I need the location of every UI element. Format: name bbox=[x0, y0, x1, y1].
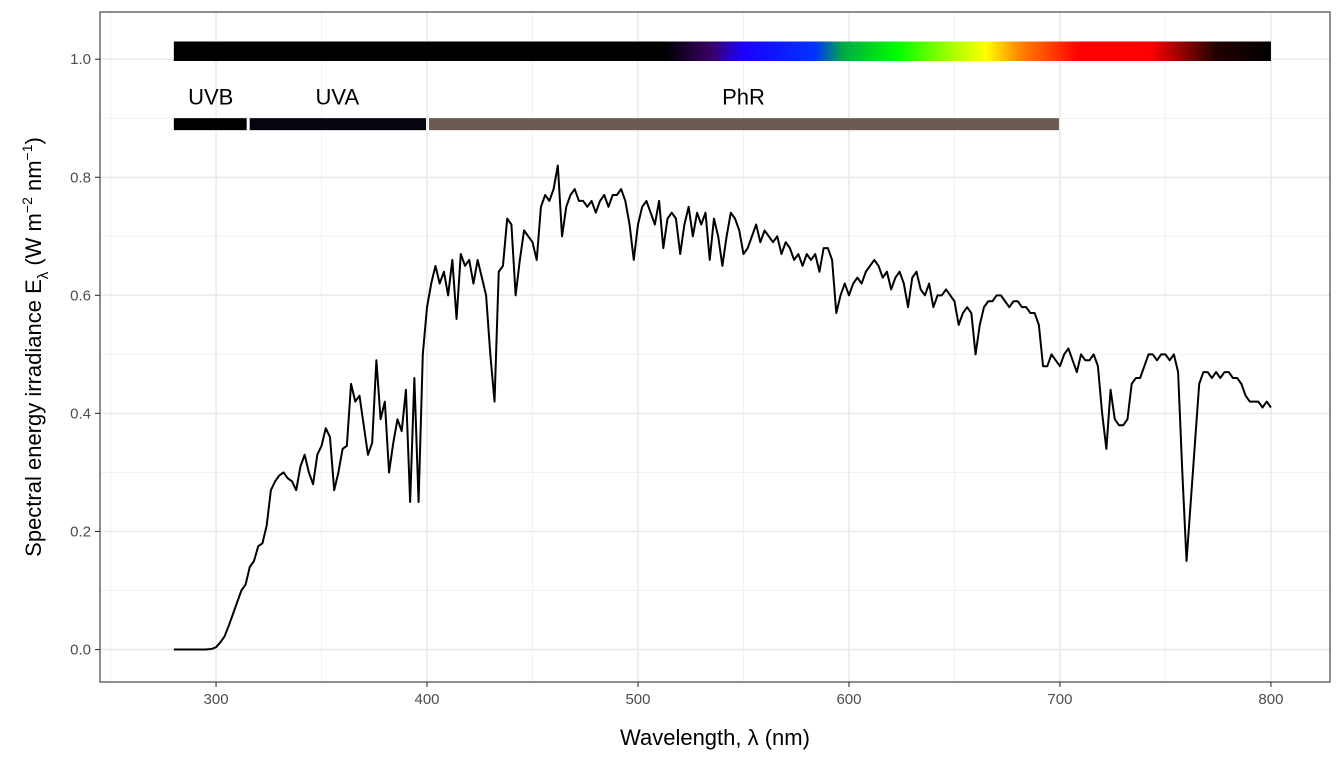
x-tick-label: 500 bbox=[625, 691, 650, 708]
y-axis-title-prefix: Spectral energy irradiance E bbox=[21, 279, 46, 557]
plot-panel bbox=[100, 12, 1330, 682]
y-axis-ticks: 0.0 0.2 0.4 0.6 0.8 1.0 bbox=[70, 51, 100, 659]
y-tick-label: 0.6 bbox=[70, 287, 91, 304]
waveband-annotations: UVB UVA PhR bbox=[173, 85, 1059, 131]
y-tick-label: 0.8 bbox=[70, 169, 91, 186]
y-tick-label: 0.0 bbox=[70, 642, 91, 659]
y-tick-label: 1.0 bbox=[70, 51, 91, 68]
y-tick-label: 0.2 bbox=[70, 523, 91, 540]
spectrum-color-bar bbox=[173, 41, 1271, 61]
y-axis-title-units-exp1: −2 bbox=[19, 197, 35, 213]
grid-major bbox=[100, 12, 1330, 682]
x-tick-label: 400 bbox=[414, 691, 439, 708]
x-axis-ticks: 300 400 500 600 700 800 bbox=[204, 682, 1283, 708]
waveband-bar-uva bbox=[249, 118, 427, 131]
y-axis-title-units-close: ) bbox=[21, 137, 46, 144]
y-axis-title: Spectral energy irradiance Eλ (W m−2 nm−… bbox=[19, 137, 52, 557]
waveband-label-uvb: UVB bbox=[188, 85, 233, 110]
waveband-bar-phr bbox=[429, 118, 1059, 131]
x-tick-label: 800 bbox=[1258, 691, 1283, 708]
y-axis-title-units-exp2: −1 bbox=[19, 144, 35, 160]
y-axis-title-units-mid: nm bbox=[21, 160, 46, 197]
plot-border bbox=[99, 11, 1331, 683]
x-axis-title: Wavelength, λ (nm) bbox=[620, 725, 810, 750]
waveband-label-phr: PhR bbox=[722, 85, 765, 110]
y-axis-title-subscript: λ bbox=[35, 271, 52, 279]
x-tick-label: 600 bbox=[836, 691, 861, 708]
y-axis-title-units-open: (W m bbox=[21, 213, 46, 272]
waveband-bar-uvb bbox=[173, 118, 247, 131]
irradiance-line bbox=[173, 164, 1272, 651]
y-tick-label: 0.4 bbox=[70, 405, 91, 422]
x-tick-label: 700 bbox=[1047, 691, 1072, 708]
spectrum-bar bbox=[173, 41, 1271, 61]
waveband-label-uva: UVA bbox=[316, 85, 360, 110]
x-tick-label: 300 bbox=[204, 691, 229, 708]
